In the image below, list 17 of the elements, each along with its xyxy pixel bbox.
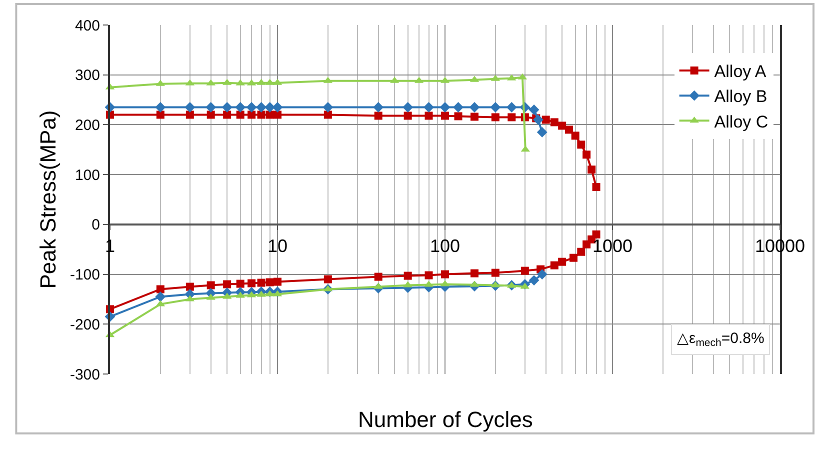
- y-tick-label: 300: [74, 67, 100, 84]
- y-tick-label: -200: [70, 316, 100, 334]
- y-tick-label: -300: [70, 366, 100, 384]
- y-tick-label: 0: [92, 216, 100, 234]
- x-axis-title: Number of Cycles: [358, 407, 533, 432]
- legend-label: Alloy C: [714, 112, 768, 132]
- x-tick-label: 10: [267, 236, 288, 256]
- legend-label: Alloy A: [714, 62, 767, 82]
- x-tick-label: 100: [430, 236, 460, 256]
- y-axis-title: Peak Stress(MPa): [35, 110, 60, 289]
- y-tick-label: 400: [74, 17, 100, 34]
- y-tick-label: 100: [74, 166, 100, 184]
- y-tick-label: -100: [70, 266, 100, 284]
- x-tick-label: 1000: [592, 236, 633, 256]
- annotation: △ε$_{mech}$=0.8%: [677, 330, 764, 350]
- y-tick-label: 200: [74, 116, 100, 134]
- legend-label: Alloy B: [714, 87, 768, 106]
